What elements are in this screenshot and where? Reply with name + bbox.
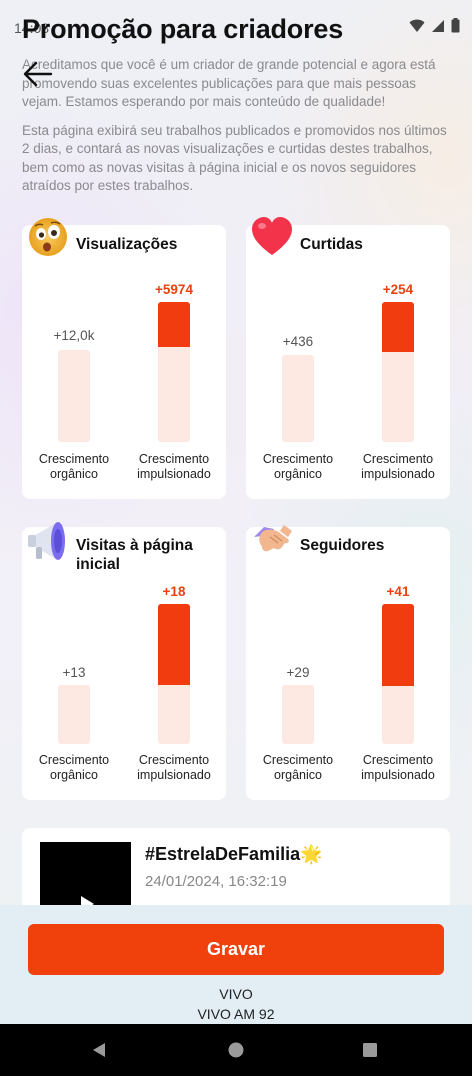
organic-label: Crescimento orgânico	[38, 452, 110, 481]
stat-card-profile-visits: Visitas à página inicial +13 Crescimento…	[22, 522, 226, 800]
intro-paragraph-1: Acreditamos que você é um criador de gra…	[22, 57, 436, 109]
boosted-value: +41	[386, 584, 410, 599]
stat-card-views: Visualizações +12,0k Crescimento orgânic…	[22, 218, 226, 499]
boosted-bar-fill	[158, 302, 190, 347]
organic-column: +29 Crescimento orgânico	[258, 527, 338, 800]
boosted-column: +5974 Crescimento impulsionado	[134, 225, 214, 499]
radio-name: VIVO	[219, 986, 253, 1002]
organic-value: +13	[62, 665, 86, 680]
card-title: Curtidas	[300, 236, 363, 253]
organic-bar	[58, 350, 90, 442]
boosted-bar	[382, 604, 414, 744]
organic-label: Crescimento orgânico	[262, 452, 334, 481]
boosted-bar	[158, 604, 190, 744]
boosted-bar-fill	[158, 604, 190, 685]
organic-column: +13 Crescimento orgânico	[34, 527, 114, 800]
stat-card-likes: Curtidas +436 Crescimento orgânico +254 …	[246, 217, 450, 499]
handshake-icon	[250, 517, 294, 561]
boosted-bar	[382, 302, 414, 442]
arrow-left-icon	[23, 61, 53, 87]
boosted-label: Crescimento impulsionado	[137, 753, 211, 782]
boosted-column: +41 Crescimento impulsionado	[358, 527, 438, 800]
boosted-column: +18 Crescimento impulsionado	[134, 527, 214, 800]
status-icons	[409, 18, 460, 33]
page-title: Promoção para criadores	[22, 14, 344, 44]
card-title: Visitas à página inicial	[76, 537, 193, 573]
record-button[interactable]: Gravar	[28, 924, 444, 975]
system-nav-bar	[0, 1024, 472, 1076]
battery-icon	[451, 18, 460, 33]
boosted-bar-fill	[382, 604, 414, 686]
organic-column: +436 Crescimento orgânico	[258, 225, 338, 499]
organic-bar	[58, 685, 90, 744]
boosted-value: +254	[382, 282, 414, 297]
astonished-face-icon	[26, 215, 70, 259]
status-bar: 14:08	[0, 0, 472, 56]
boosted-column: +254 Crescimento impulsionado	[358, 225, 438, 499]
back-nav-icon[interactable]	[90, 1041, 108, 1059]
wifi-icon	[409, 19, 425, 32]
boosted-label: Crescimento impulsionado	[137, 452, 211, 481]
status-time: 14:08	[14, 20, 50, 36]
boosted-value: +5974	[155, 282, 193, 297]
organic-label: Crescimento orgânico	[38, 753, 110, 782]
boosted-label: Crescimento impulsionado	[361, 753, 435, 782]
boosted-label: Crescimento impulsionado	[361, 452, 435, 481]
intro-text: Acreditamos que você é um criador de gra…	[22, 56, 450, 196]
heart-icon	[250, 215, 294, 259]
organic-bar	[282, 685, 314, 744]
card-title: Seguidores	[300, 537, 385, 554]
back-button[interactable]	[22, 58, 54, 90]
card-title: Visualizações	[76, 236, 178, 253]
stat-card-followers: Seguidores +29 Crescimento orgânico +41 …	[246, 525, 450, 800]
signal-icon	[432, 19, 444, 32]
organic-label: Crescimento orgânico	[262, 753, 334, 782]
boosted-bar-fill	[382, 302, 414, 352]
organic-bar	[282, 355, 314, 442]
organic-value: +436	[282, 334, 314, 349]
organic-value: +29	[286, 665, 310, 680]
boosted-bar	[158, 302, 190, 442]
megaphone-icon	[26, 517, 70, 561]
intro-paragraph-2: Esta página exibirá seu trabalhos public…	[22, 122, 447, 194]
video-date: 24/01/2024, 16:32:19	[145, 873, 287, 890]
video-title: #EstrelaDeFamilia🌟	[145, 844, 323, 864]
organic-column: +12,0k Crescimento orgânico	[34, 225, 114, 499]
boosted-value: +18	[162, 584, 186, 599]
home-nav-icon[interactable]	[227, 1041, 245, 1059]
recents-nav-icon[interactable]	[361, 1041, 379, 1059]
radio-station: VIVO AM 92	[197, 1006, 275, 1022]
organic-value: +12,0k	[53, 328, 95, 343]
